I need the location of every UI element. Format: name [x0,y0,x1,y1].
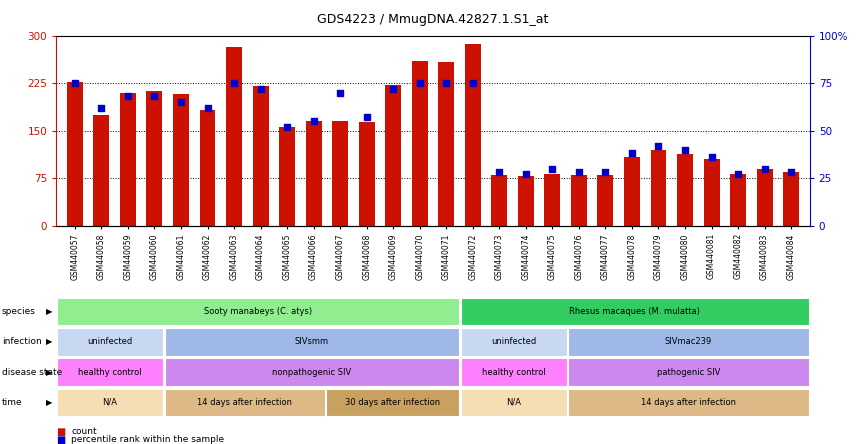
Bar [624,157,640,226]
Bar [491,175,507,226]
Text: ■: ■ [56,427,66,436]
Bar [571,175,587,226]
Point [174,99,188,106]
Bar [438,62,455,226]
Point [307,118,320,125]
Text: disease state: disease state [2,368,62,377]
Point [598,169,612,176]
Point [705,154,719,161]
Text: Rhesus macaques (M. mulatta): Rhesus macaques (M. mulatta) [569,307,701,316]
Bar [411,61,428,226]
Text: healthy control: healthy control [481,368,546,377]
Text: SIVsmm: SIVsmm [294,337,329,346]
Text: SIVmac239: SIVmac239 [665,337,712,346]
Bar [730,174,746,226]
Point [227,79,241,87]
Point [94,104,108,111]
Point [333,89,347,96]
Bar [333,121,348,226]
Text: uninfected: uninfected [87,337,132,346]
Bar [385,85,401,226]
Point [439,79,453,87]
Point [413,79,427,87]
Bar [677,154,693,226]
Bar [518,176,533,226]
Point [359,114,373,121]
Bar [173,95,189,226]
Text: healthy control: healthy control [78,368,142,377]
Point [201,104,215,111]
Text: 14 days after infection: 14 days after infection [197,398,292,407]
Bar [783,172,799,226]
Point [572,169,585,176]
Point [68,79,81,87]
Bar [67,83,83,226]
Text: infection: infection [2,337,42,346]
Text: ▶: ▶ [46,398,53,407]
Point [758,165,772,172]
Point [731,170,745,178]
Point [546,165,559,172]
Bar [598,175,613,226]
Text: N/A: N/A [507,398,521,407]
Point [466,79,480,87]
Point [386,85,400,92]
Bar [94,115,109,226]
Bar [120,92,136,226]
Bar [545,174,560,226]
Text: ■: ■ [56,435,66,444]
Text: GDS4223 / MmugDNA.42827.1.S1_at: GDS4223 / MmugDNA.42827.1.S1_at [317,13,549,26]
Text: time: time [2,398,23,407]
Bar [279,127,295,226]
Text: nonpathogenic SIV: nonpathogenic SIV [272,368,352,377]
Point [493,169,507,176]
Bar [253,86,268,226]
Point [281,123,294,130]
Text: uninfected: uninfected [491,337,536,346]
Text: percentile rank within the sample: percentile rank within the sample [71,435,224,444]
Point [121,93,135,100]
Point [254,85,268,92]
Point [678,146,692,153]
Text: species: species [2,307,36,316]
Bar [199,110,216,226]
Bar [465,44,481,226]
Bar [359,122,375,226]
Text: 30 days after infection: 30 days after infection [345,398,440,407]
Bar [306,121,321,226]
Bar [757,169,772,226]
Text: ▶: ▶ [46,307,53,316]
Text: 14 days after infection: 14 days after infection [641,398,736,407]
Bar [703,159,720,226]
Point [625,150,639,157]
Text: ▶: ▶ [46,368,53,377]
Point [651,142,665,149]
Text: N/A: N/A [102,398,118,407]
Point [785,169,798,176]
Point [519,170,533,178]
Bar [226,47,242,226]
Text: count: count [71,427,97,436]
Text: pathogenic SIV: pathogenic SIV [657,368,721,377]
Point [147,93,161,100]
Text: Sooty manabeys (C. atys): Sooty manabeys (C. atys) [204,307,312,316]
Text: ▶: ▶ [46,337,53,346]
Bar [650,150,667,226]
Bar [146,91,163,226]
